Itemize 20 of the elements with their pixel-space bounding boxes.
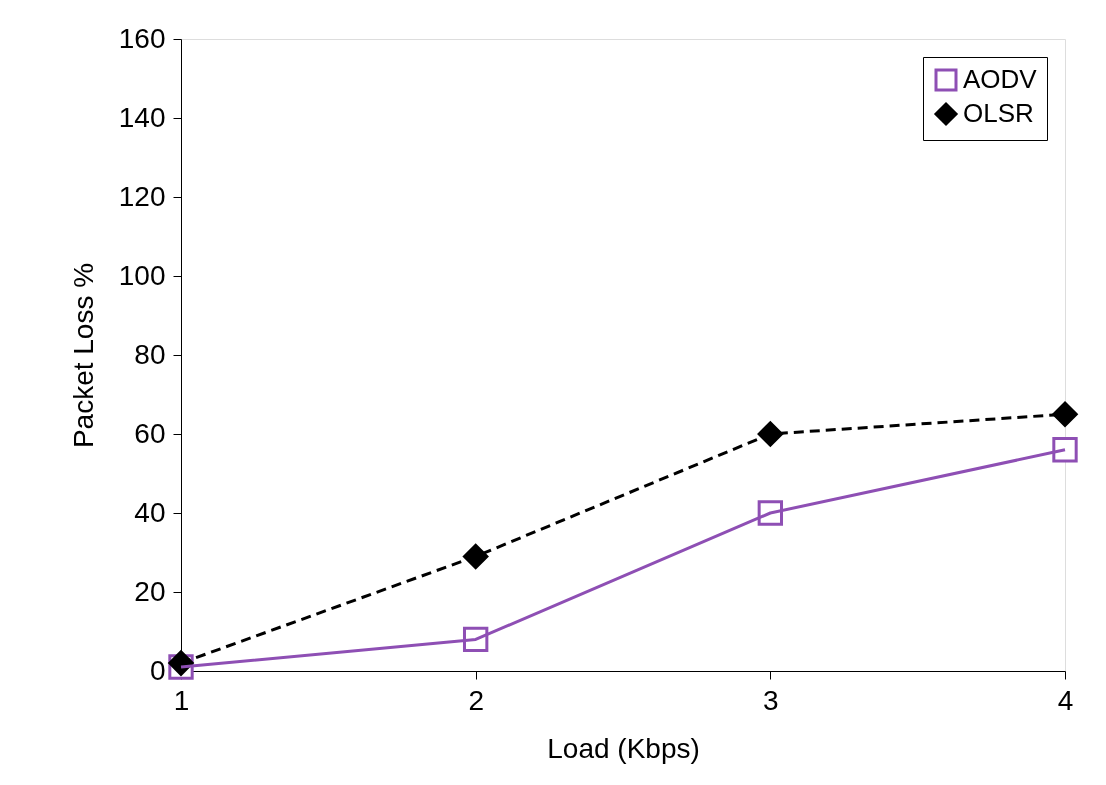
x-tick-label: 2 [468,684,484,716]
x-axis-title: Load (Kbps) [547,732,700,764]
point [1052,401,1078,427]
y-axis-title: Packet Loss % [67,262,99,449]
x-tick-label: 4 [1057,684,1074,716]
legend-label: OLSR [963,98,1034,128]
y-tick-label: 140 [118,101,166,133]
y-tick-label: 40 [134,496,166,528]
legend-label: AODV [963,64,1038,94]
x-tick-label: 3 [763,684,779,716]
y-tick-label: 20 [134,575,166,607]
y-tick-label: 100 [118,259,166,291]
point [462,543,489,570]
y-tick-label: 60 [134,417,166,449]
y-tick-label: 80 [134,338,166,370]
y-tick-label: 0 [149,654,166,686]
y-tick-label: 160 [118,22,166,54]
y-tick-label: 120 [118,180,166,212]
point [1052,437,1078,463]
x-tick-label: 1 [173,684,190,716]
